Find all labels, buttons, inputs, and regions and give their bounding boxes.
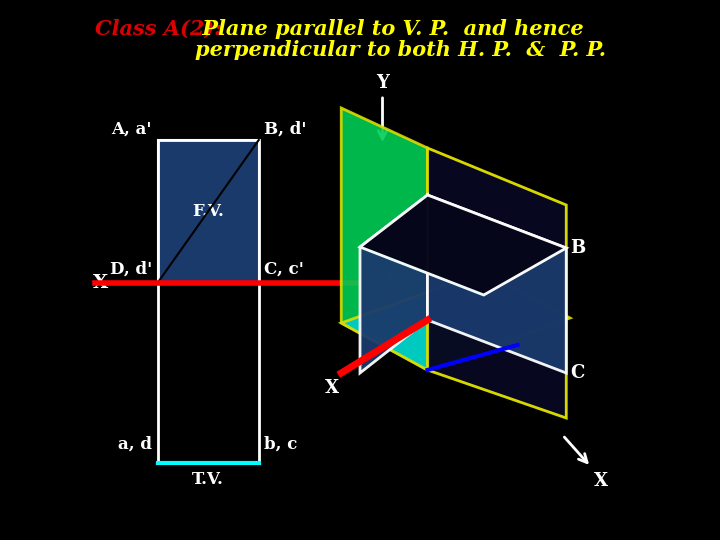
Text: C, c': C, c' bbox=[264, 261, 304, 278]
Text: Y: Y bbox=[376, 75, 389, 92]
Text: T.V.: T.V. bbox=[192, 471, 224, 488]
Text: V.P.: V.P. bbox=[431, 160, 461, 186]
Bar bbox=[158, 140, 258, 463]
Text: D, d': D, d' bbox=[110, 261, 152, 278]
Polygon shape bbox=[428, 195, 566, 373]
Text: c': c' bbox=[408, 309, 424, 327]
Text: D: D bbox=[430, 378, 444, 395]
Text: Y: Y bbox=[387, 274, 400, 292]
Bar bbox=[158, 140, 258, 283]
Text: B, d': B, d' bbox=[264, 120, 307, 137]
Text: A, a': A, a' bbox=[112, 120, 152, 137]
Text: b, c: b, c bbox=[264, 435, 297, 452]
Text: H.P.: H.P. bbox=[536, 341, 570, 363]
Polygon shape bbox=[360, 195, 428, 373]
Text: B: B bbox=[570, 239, 585, 257]
Text: b': b' bbox=[430, 195, 446, 212]
Text: Class A(2):: Class A(2): bbox=[95, 19, 222, 39]
Polygon shape bbox=[428, 148, 566, 418]
Text: X: X bbox=[325, 379, 339, 397]
Text: X: X bbox=[93, 274, 108, 292]
Text: perpendicular to both H. P.  &  P. P.: perpendicular to both H. P. & P. P. bbox=[195, 40, 606, 60]
Text: F.V.: F.V. bbox=[192, 203, 224, 220]
Text: C: C bbox=[570, 364, 585, 382]
Text: a': a' bbox=[341, 244, 356, 260]
Polygon shape bbox=[341, 272, 570, 370]
Text: d': d' bbox=[337, 367, 354, 383]
Text: a, d: a, d bbox=[444, 430, 472, 444]
Text: X: X bbox=[594, 472, 608, 490]
Text: Plane parallel to V. P.  and hence: Plane parallel to V. P. and hence bbox=[195, 19, 584, 39]
Text: a, d: a, d bbox=[118, 435, 152, 452]
Text: b, c: b, c bbox=[514, 338, 541, 352]
Polygon shape bbox=[341, 108, 428, 370]
Text: A: A bbox=[433, 340, 446, 357]
Polygon shape bbox=[360, 195, 566, 295]
Text: Y: Y bbox=[433, 312, 446, 328]
